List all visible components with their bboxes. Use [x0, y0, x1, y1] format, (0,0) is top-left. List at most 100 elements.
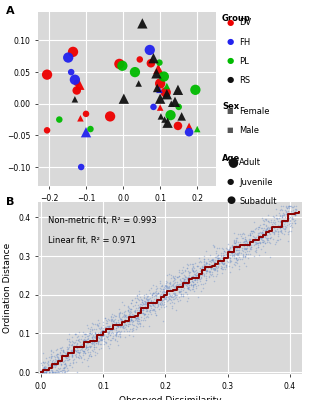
Point: [125, 307, 130, 313]
Point: [171, 273, 176, 280]
Point: [94, 322, 99, 328]
Point: [55, 365, 60, 371]
Text: ●: ●: [227, 75, 234, 84]
Point: [152, 296, 157, 302]
Point: [219, 258, 224, 265]
Point: [152, 301, 157, 307]
Point: [256, 243, 261, 250]
Point: [165, 272, 170, 278]
Point: [215, 255, 220, 262]
Point: [282, 207, 287, 213]
Point: [253, 247, 258, 253]
Point: [221, 252, 226, 258]
Point: [235, 245, 240, 252]
Point: [96, 330, 101, 336]
Point: [120, 299, 125, 305]
Point: [224, 262, 229, 268]
Point: [123, 312, 128, 318]
Point: [283, 218, 288, 224]
Point: [142, 312, 147, 318]
Point: [248, 242, 253, 249]
Point: [76, 350, 81, 356]
Point: [79, 164, 84, 170]
Point: [281, 212, 286, 218]
Point: [44, 366, 49, 372]
Point: [248, 236, 253, 242]
Point: [50, 358, 55, 364]
Point: [267, 219, 272, 226]
Point: [79, 341, 84, 347]
Point: [185, 280, 190, 286]
Point: [111, 318, 116, 324]
Point: [106, 322, 111, 329]
Point: [229, 250, 234, 257]
Point: [113, 320, 118, 326]
Point: [92, 326, 97, 332]
Point: [172, 300, 177, 306]
Point: [171, 274, 176, 280]
Point: [66, 348, 71, 355]
Point: [283, 224, 288, 230]
Point: [249, 244, 254, 250]
Point: [42, 359, 47, 366]
Point: [272, 229, 277, 235]
Point: [236, 244, 241, 251]
Point: [161, 293, 166, 300]
Point: [183, 282, 188, 288]
Point: [156, 290, 161, 296]
Point: [192, 276, 197, 282]
Point: [176, 266, 181, 273]
Point: [42, 368, 47, 375]
Point: [108, 316, 113, 322]
Point: [130, 333, 135, 340]
Point: [294, 206, 299, 212]
Point: [237, 266, 242, 272]
Point: [65, 354, 70, 360]
Point: [117, 61, 122, 67]
Point: [40, 369, 45, 375]
Point: [249, 230, 255, 237]
Point: [229, 252, 234, 258]
Point: [179, 280, 184, 286]
Point: [186, 269, 191, 276]
Point: [85, 357, 90, 363]
Point: [274, 216, 279, 222]
Point: [74, 345, 79, 351]
Point: [139, 309, 144, 316]
Point: [289, 214, 294, 220]
Point: [57, 365, 62, 371]
Point: [120, 324, 125, 330]
Point: [78, 352, 83, 359]
Point: [65, 365, 70, 371]
Point: [171, 293, 176, 300]
Point: [141, 294, 146, 301]
Point: [42, 364, 47, 371]
Point: [49, 368, 54, 374]
Point: [236, 254, 241, 261]
Point: [170, 299, 175, 306]
Point: [110, 333, 115, 339]
Point: [189, 264, 194, 271]
Point: [149, 292, 154, 298]
Point: [200, 265, 205, 272]
Point: [263, 223, 268, 230]
Point: [292, 210, 297, 216]
Point: [175, 292, 180, 298]
Point: [225, 247, 230, 253]
Point: [278, 212, 283, 219]
Text: ●: ●: [227, 156, 238, 168]
Point: [284, 218, 289, 224]
Point: [180, 279, 185, 286]
Point: [251, 228, 256, 234]
Point: [283, 224, 288, 231]
Point: [271, 236, 276, 242]
Point: [181, 272, 186, 278]
Point: [145, 296, 150, 302]
Point: [167, 270, 172, 277]
Point: [144, 295, 149, 301]
Point: [232, 237, 237, 243]
Point: [158, 300, 163, 307]
Point: [143, 298, 148, 304]
Point: [215, 252, 220, 258]
Point: [186, 274, 191, 280]
